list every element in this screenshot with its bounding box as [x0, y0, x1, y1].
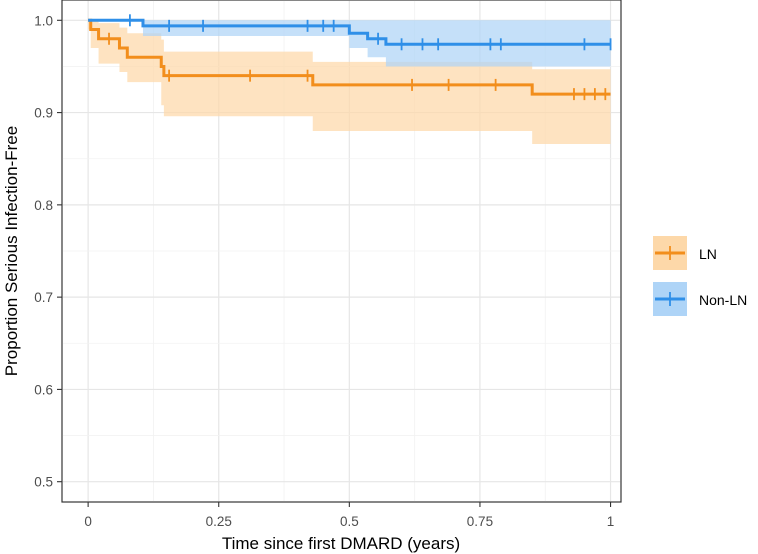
x-tick-label: 0.75 [467, 514, 493, 529]
y-tick-label: 0.5 [34, 475, 53, 490]
y-tick-label: 0.8 [34, 198, 53, 213]
y-axis-label: Proportion Serious Infection-Free [2, 126, 21, 376]
y-tick-label: 0.7 [34, 290, 53, 305]
y-tick-label: 0.6 [34, 382, 53, 397]
confidence-bands [88, 20, 611, 144]
line-non-ln [88, 18, 611, 46]
x-axis-label: Time since first DMARD (years) [222, 534, 460, 553]
x-tick-label: 1 [607, 514, 615, 529]
x-tick-label: 0.5 [340, 514, 359, 529]
band-non-ln [88, 20, 611, 67]
legend: LN Non-LN [653, 236, 747, 316]
band-ln [88, 20, 611, 144]
x-tick-label: 0 [84, 514, 92, 529]
y-tick-label: 1.0 [34, 13, 53, 28]
censor-marks [108, 14, 612, 101]
legend-item-non-ln: Non-LN [653, 282, 747, 316]
y-tick-label: 0.9 [34, 106, 53, 121]
x-tick-label: 0.25 [206, 514, 232, 529]
axis-ticks: 0 0.25 0.5 0.75 1 0.5 0.6 0.7 0.8 0.9 1.0 [34, 13, 614, 529]
legend-label-ln: LN [699, 246, 717, 262]
legend-label-non-ln: Non-LN [699, 292, 747, 308]
plot-border [61, 0, 622, 503]
line-ln [88, 18, 611, 96]
survival-lines [88, 18, 611, 96]
legend-item-ln: LN [653, 236, 717, 270]
